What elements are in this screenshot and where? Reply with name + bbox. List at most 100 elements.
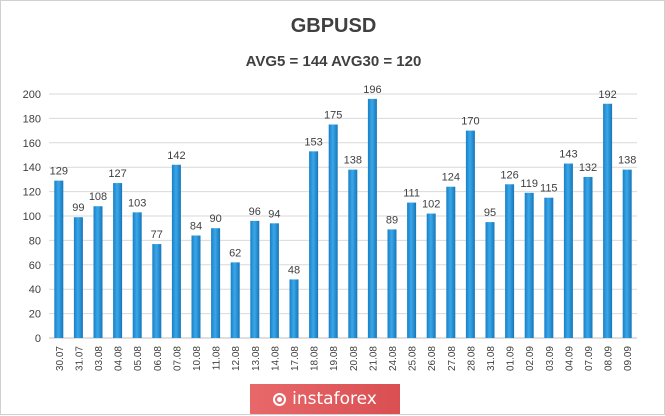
- x-tick-label: 13.08: [251, 346, 262, 371]
- instaforex-logo-icon: [273, 392, 287, 406]
- data-label: 115: [540, 183, 558, 195]
- x-tick-label: 30.07: [55, 346, 66, 371]
- bar: [250, 220, 260, 338]
- x-tick-label: 31.07: [74, 346, 85, 371]
- x-tick-label: 31.08: [486, 346, 497, 371]
- data-label: 77: [151, 229, 163, 241]
- y-tick-label: 40: [29, 284, 41, 296]
- x-tick-label: 07.09: [584, 346, 595, 371]
- bar: [113, 183, 123, 338]
- data-label: 102: [422, 199, 440, 211]
- bar: [230, 262, 240, 338]
- bar: [171, 164, 181, 338]
- data-label: 126: [500, 169, 518, 181]
- y-tick-label: 120: [23, 187, 41, 199]
- bar: [407, 202, 417, 338]
- data-label: 124: [442, 172, 460, 184]
- x-tick-label: 04.09: [564, 346, 575, 371]
- x-tick-label: 06.08: [153, 346, 164, 371]
- brand-watermark: instaforex: [250, 384, 400, 414]
- data-label: 90: [209, 213, 221, 225]
- x-tick-label: 09.09: [623, 346, 634, 371]
- x-tick-label: 21.08: [368, 346, 379, 371]
- y-tick-label: 160: [23, 138, 41, 150]
- bar: [544, 197, 554, 338]
- data-label: 127: [108, 168, 126, 180]
- data-label: 62: [229, 247, 241, 259]
- x-tick-label: 19.08: [329, 346, 340, 371]
- bar: [367, 98, 377, 338]
- data-label: 95: [484, 207, 496, 219]
- data-label: 108: [89, 191, 107, 203]
- chart-title: GBPUSD: [290, 15, 377, 37]
- y-tick-label: 140: [23, 162, 41, 174]
- bar: [328, 124, 338, 338]
- bar: [93, 206, 103, 338]
- bar: [132, 212, 142, 338]
- bar: [622, 169, 632, 338]
- bar: [152, 244, 162, 338]
- bar: [387, 229, 397, 338]
- x-tick-label: 11.08: [212, 346, 223, 371]
- x-tick-label: 05.08: [133, 346, 144, 371]
- bar: [426, 213, 436, 338]
- x-tick-label: 12.08: [231, 346, 242, 371]
- bar: [485, 222, 495, 338]
- data-label: 196: [363, 84, 381, 96]
- bar: [563, 163, 573, 338]
- x-tick-label: 03.09: [545, 346, 556, 371]
- y-tick-label: 100: [23, 211, 41, 223]
- data-label: 94: [268, 208, 280, 220]
- x-tick-label: 07.08: [172, 346, 183, 371]
- bar: [446, 186, 456, 338]
- x-tick-label: 03.08: [94, 346, 105, 371]
- bar: [348, 169, 358, 338]
- y-tick-label: 80: [29, 235, 41, 247]
- data-label: 99: [72, 202, 84, 214]
- y-tick-label: 200: [23, 89, 41, 101]
- data-label: 96: [249, 206, 261, 218]
- data-label: 119: [520, 178, 538, 190]
- x-tick-label: 26.08: [427, 346, 438, 371]
- bar: [54, 180, 64, 338]
- data-label: 143: [559, 149, 577, 161]
- data-label: 142: [167, 150, 185, 162]
- data-label: 111: [403, 188, 420, 200]
- data-label: 153: [304, 136, 322, 148]
- bar: [191, 235, 201, 338]
- x-tick-label: 02.09: [525, 346, 536, 371]
- bar: [269, 223, 279, 338]
- bar: [505, 184, 515, 338]
- x-tick-label: 18.08: [310, 346, 321, 371]
- y-tick-label: 60: [29, 260, 41, 272]
- x-tick-label: 28.08: [466, 346, 477, 371]
- bar: [289, 279, 299, 338]
- y-tick-label: 0: [35, 333, 41, 345]
- bar: [309, 151, 319, 338]
- data-label: 138: [344, 155, 362, 167]
- y-tick-label: 180: [23, 113, 41, 125]
- x-tick-label: 17.08: [290, 346, 301, 371]
- bar: [524, 192, 534, 338]
- data-label: 48: [288, 264, 300, 276]
- brand-name: instaforex: [292, 389, 377, 409]
- data-label: 175: [324, 110, 342, 122]
- x-tick-label: 20.08: [349, 346, 360, 371]
- bar: [465, 130, 475, 338]
- data-label: 129: [50, 166, 68, 178]
- bar: [583, 176, 593, 338]
- data-label: 192: [598, 89, 616, 101]
- data-label: 132: [579, 162, 597, 174]
- data-label: 170: [461, 116, 479, 128]
- data-label: 138: [618, 155, 636, 167]
- data-label: 89: [386, 214, 398, 226]
- y-tick-label: 20: [29, 309, 41, 321]
- bar: [73, 217, 83, 338]
- chart-subtitle: AVG5 = 144 AVG30 = 120: [245, 53, 422, 70]
- bar: [603, 103, 613, 338]
- x-tick-label: 24.08: [388, 346, 399, 371]
- x-tick-label: 04.08: [114, 346, 125, 371]
- x-tick-label: 14.08: [270, 346, 281, 371]
